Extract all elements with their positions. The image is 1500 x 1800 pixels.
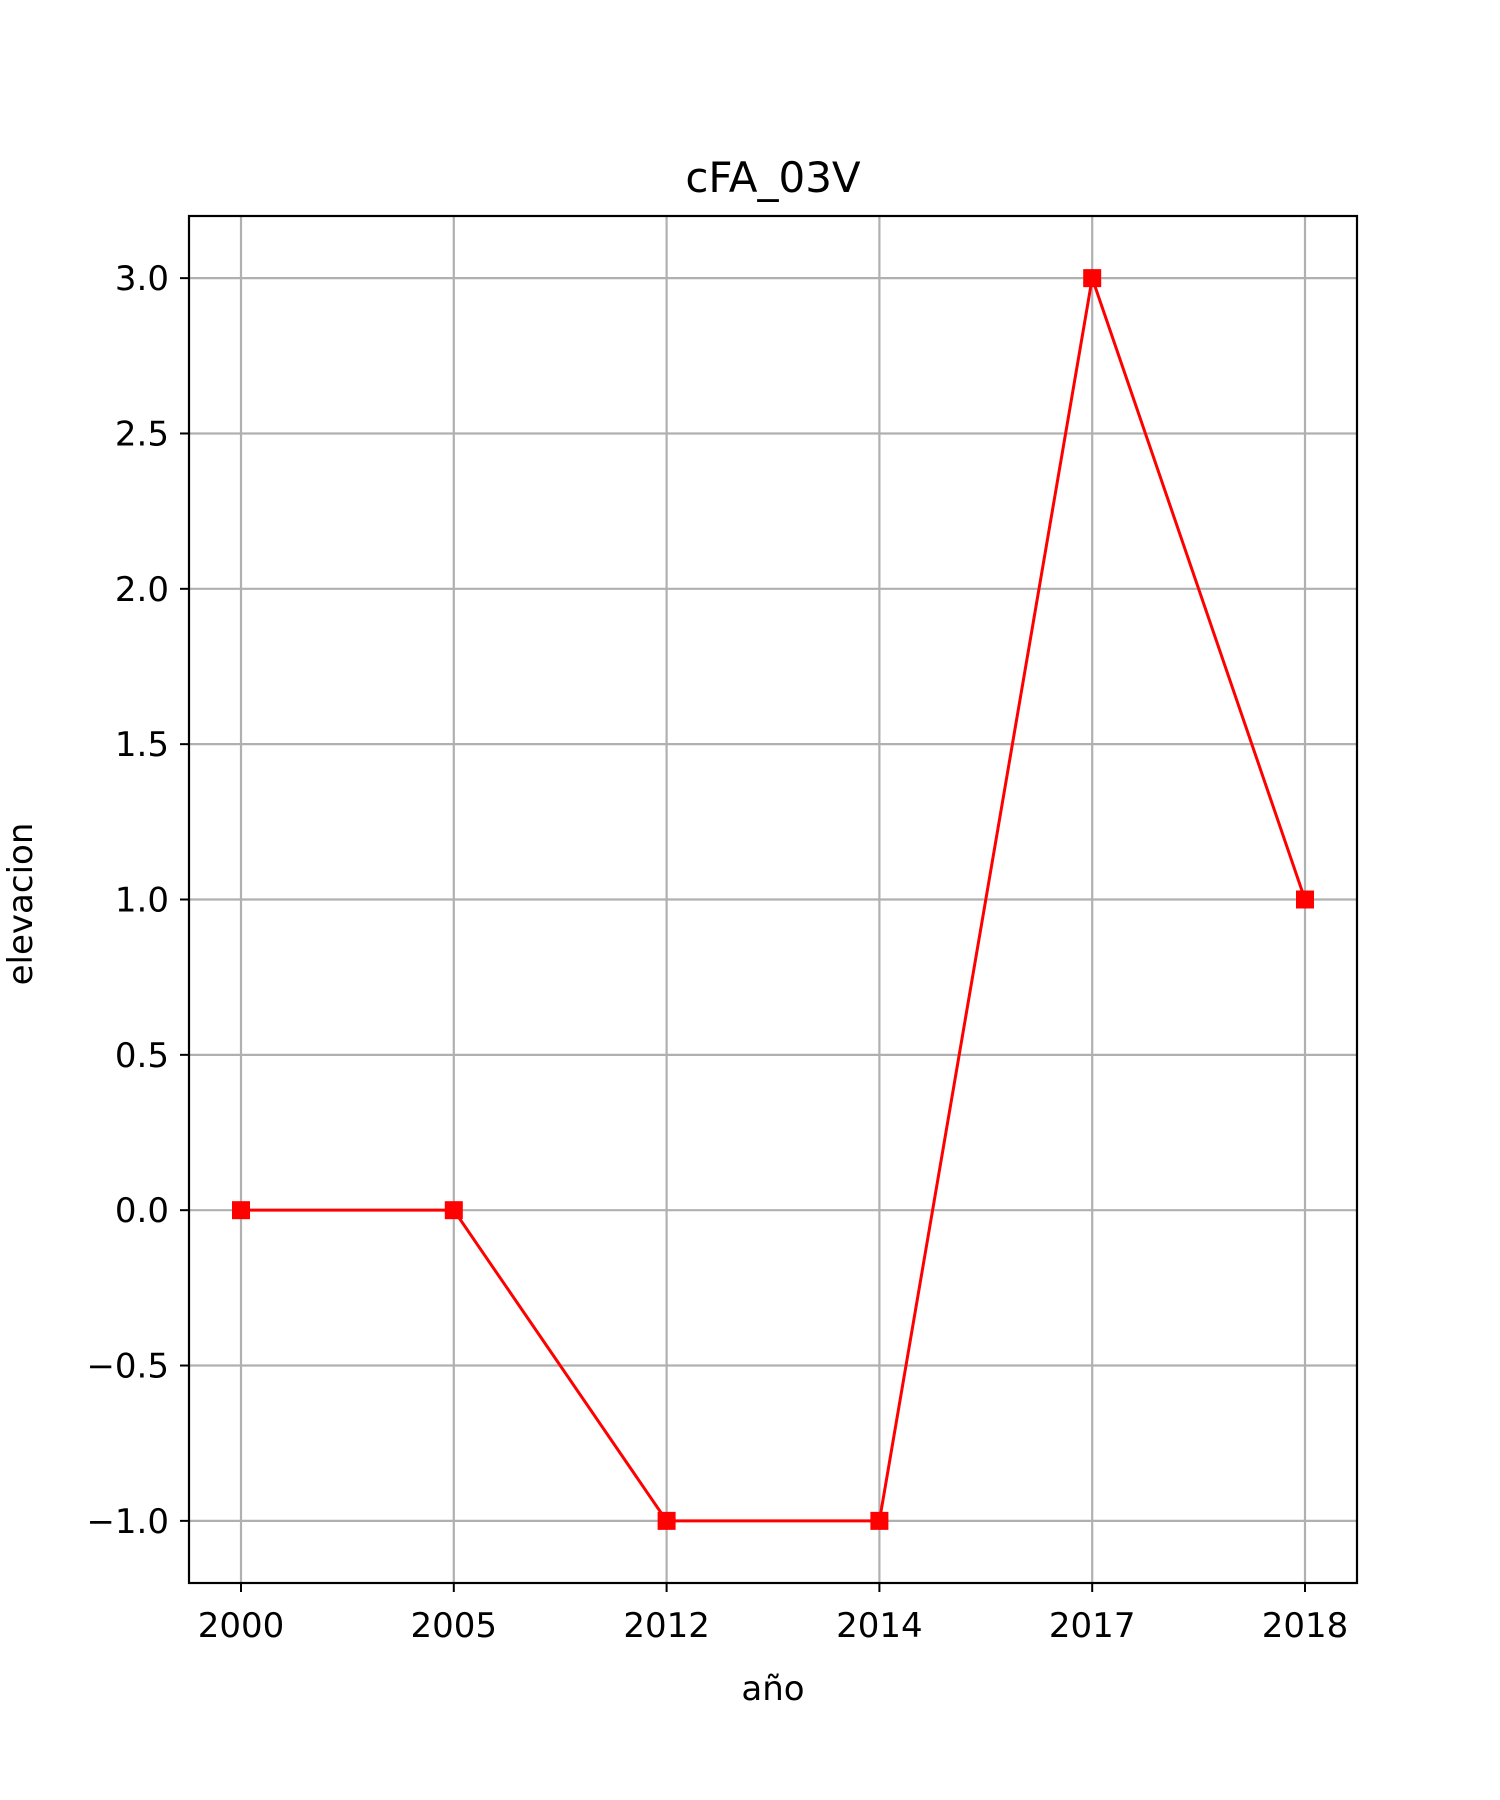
- data-point-marker: [444, 1201, 463, 1220]
- y-tick-label: 1.0: [115, 881, 169, 921]
- data-point-marker: [1296, 890, 1314, 909]
- data-series: [232, 269, 1314, 1530]
- y-tick-label: 0.0: [115, 1191, 169, 1231]
- y-tick-label: −0.5: [86, 1347, 169, 1387]
- x-tick-label: 2017: [1049, 1606, 1136, 1646]
- x-tick-label: 2012: [623, 1606, 710, 1646]
- data-point-marker: [1083, 269, 1102, 288]
- y-tick-label: 0.5: [115, 1036, 169, 1076]
- x-tick-label: 2005: [411, 1606, 498, 1646]
- y-axis-label: elevacion: [1, 823, 41, 986]
- series-line: [241, 277, 1307, 1523]
- x-axis-label: año: [741, 1669, 804, 1709]
- y-tick-label: 1.5: [115, 725, 169, 765]
- x-tick-label: 2000: [198, 1606, 285, 1646]
- data-point-marker: [232, 1201, 250, 1220]
- data-point-marker: [657, 1511, 676, 1530]
- y-tick-label: −1.0: [86, 1502, 169, 1542]
- data-point-marker: [870, 1511, 889, 1530]
- x-tick-label: 2018: [1262, 1606, 1349, 1646]
- chart-title: cFA_03V: [685, 153, 861, 202]
- x-tick-label: 2014: [836, 1606, 923, 1646]
- y-tick-label: 2.0: [115, 570, 169, 610]
- axis-ticks: −1.0 −0.5 0.0 0.5 1.0 1.5 2.0 2.5 3.0 2000 2005 201…: [86, 259, 1348, 1646]
- y-tick-label: 3.0: [115, 259, 169, 299]
- y-tick-label: 2.5: [115, 414, 169, 454]
